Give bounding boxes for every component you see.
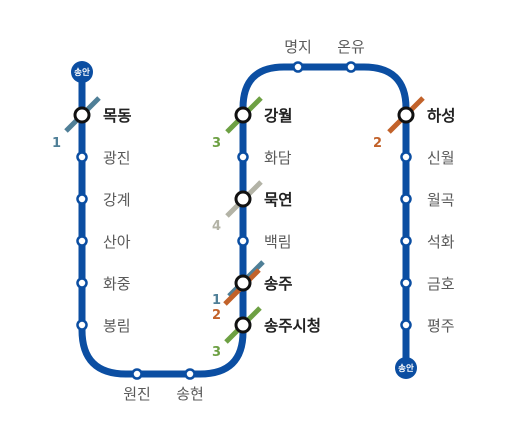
station-label-gangwol: 강월: [264, 107, 293, 125]
station-label-wonjin: 원진: [123, 385, 151, 403]
line-number-mokdong: 1: [52, 136, 61, 151]
station-marker-wolgok[interactable]: [400, 193, 412, 205]
station-label-sana: 산아: [103, 233, 131, 251]
station-marker-bongnim[interactable]: [76, 319, 88, 331]
station-marker-hwajung[interactable]: [76, 277, 88, 289]
station-label-myeongji: 명지: [284, 38, 312, 56]
station-marker-baengnim[interactable]: [237, 235, 249, 247]
station-marker-songju[interactable]: [234, 274, 252, 292]
station-label-pyeongju: 평주: [427, 317, 455, 335]
station-label-songhyeon: 송현: [176, 385, 204, 403]
terminal-bottom[interactable]: 송안: [395, 357, 417, 379]
station-marker-myeongji[interactable]: [292, 61, 304, 73]
station-marker-wonjin[interactable]: [131, 368, 143, 380]
station-label-sinwol: 신월: [427, 149, 455, 167]
station-label-mogyeon: 묵연: [264, 191, 293, 209]
station-label-gwangjin: 광진: [103, 149, 131, 167]
station-marker-mogyeon[interactable]: [234, 190, 252, 208]
line-number-mogyeon: 4: [212, 219, 221, 234]
terminal-top-label: 송안: [74, 67, 90, 78]
line-number-songju-sicheong: 3: [212, 345, 221, 360]
station-marker-haseong[interactable]: [397, 106, 415, 124]
line-number-haseong: 2: [373, 136, 382, 151]
station-marker-songhyeon[interactable]: [184, 368, 196, 380]
station-label-bongnim: 봉림: [103, 317, 131, 335]
station-marker-geumho[interactable]: [400, 277, 412, 289]
station-label-seokhwa: 석화: [427, 233, 455, 251]
terminal-bottom-label: 송안: [398, 363, 414, 374]
station-marker-hwadam[interactable]: [237, 151, 249, 163]
station-label-songju: 송주: [264, 275, 293, 293]
station-marker-gangwol[interactable]: [234, 106, 252, 124]
station-marker-gwangjin[interactable]: [76, 151, 88, 163]
station-label-geumho: 금호: [427, 275, 455, 293]
station-label-onyu: 온유: [337, 38, 365, 56]
line-number-songju-1: 1: [212, 293, 221, 308]
station-marker-sana[interactable]: [76, 235, 88, 247]
station-label-mokdong: 목동: [103, 107, 132, 125]
station-label-songju-sicheong: 송주시청: [264, 316, 321, 335]
station-marker-mokdong[interactable]: [73, 106, 91, 124]
station-marker-songju-sicheong[interactable]: [234, 316, 252, 334]
station-marker-seokhwa[interactable]: [400, 235, 412, 247]
line-number-songju-2: 2: [212, 308, 221, 323]
station-label-gang-gye: 강계: [103, 191, 131, 209]
station-marker-onyu[interactable]: [345, 61, 357, 73]
station-label-baengnim: 백림: [264, 233, 292, 251]
terminal-top[interactable]: 송안: [71, 61, 93, 83]
station-marker-gang-gye[interactable]: [76, 193, 88, 205]
station-marker-pyeongju[interactable]: [400, 319, 412, 331]
station-marker-sinwol[interactable]: [400, 151, 412, 163]
station-label-hwajung: 화중: [103, 275, 131, 293]
main-line-route: [78, 63, 410, 378]
station-label-hwadam: 화담: [264, 149, 292, 167]
station-label-wolgok: 월곡: [427, 191, 455, 209]
line-number-gangwol: 3: [212, 136, 221, 151]
station-label-haseong: 하성: [427, 107, 456, 125]
